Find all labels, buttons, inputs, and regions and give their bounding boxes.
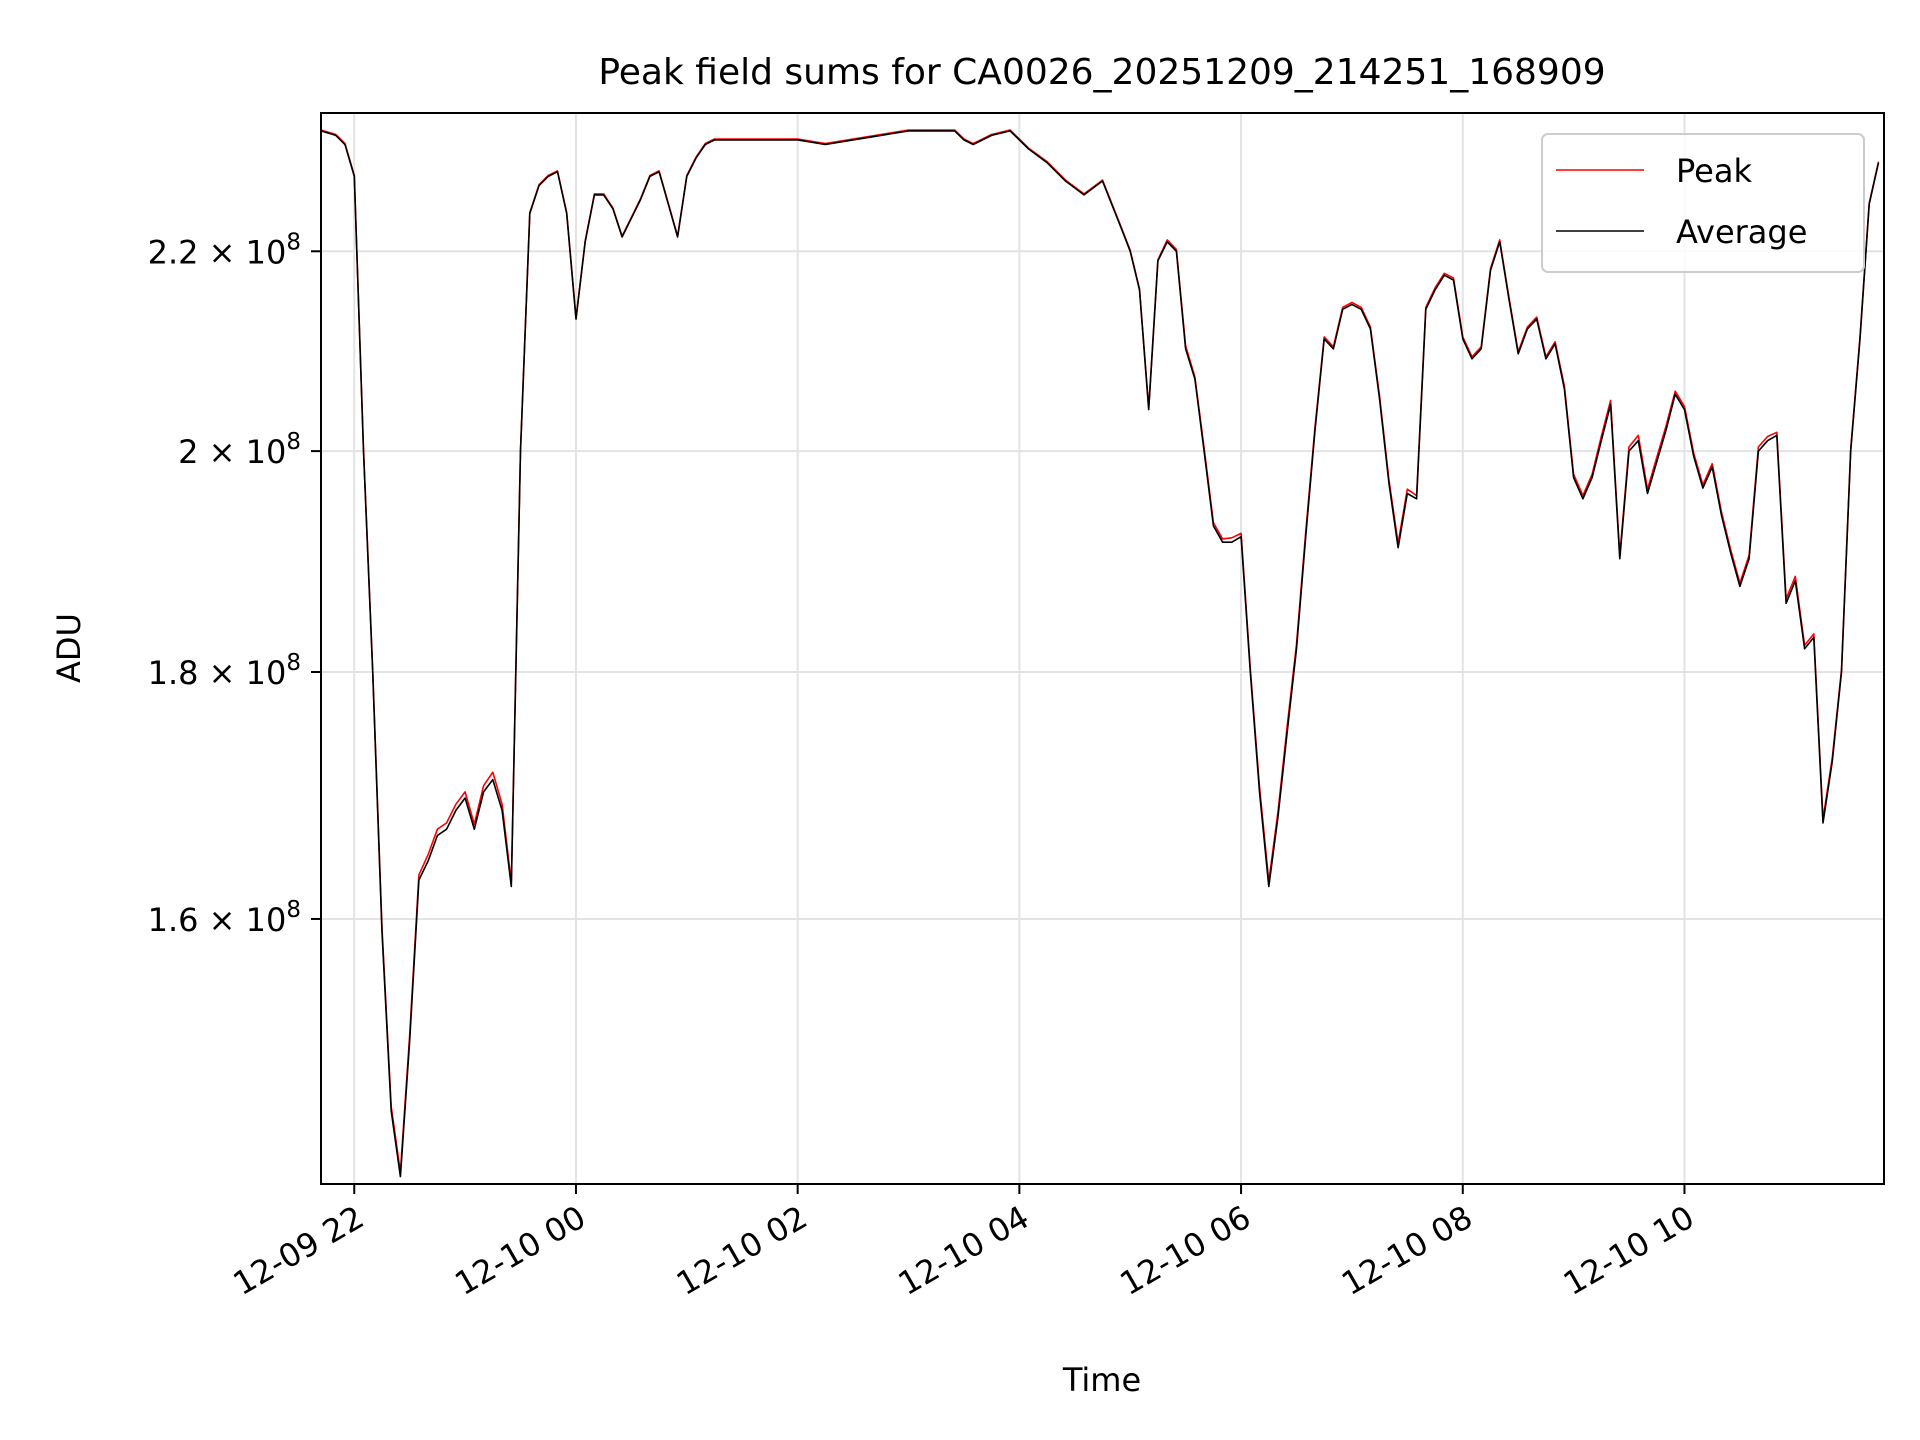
legend: Peak Average xyxy=(1541,133,1865,273)
y-tick-mantissa: 2.2 × 10 xyxy=(148,233,287,271)
y-tick-mantissa: 2 × 10 xyxy=(178,433,286,471)
y-tick-exponent: 8 xyxy=(286,229,301,255)
legend-box xyxy=(1541,133,1865,273)
y-tick-exponent: 8 xyxy=(286,429,301,455)
chart-title: Peak field sums for CA0026_20251209_2142… xyxy=(598,52,1605,93)
plot-lines xyxy=(321,129,1880,1178)
y-tick-label: 2.2 × 108 xyxy=(148,229,301,271)
grid xyxy=(321,113,1884,1184)
y-tick-exponent: 8 xyxy=(286,897,301,923)
legend-average-label: Average xyxy=(1676,213,1807,251)
plot-frame xyxy=(320,112,1885,1185)
y-axis-label: ADU xyxy=(50,613,88,683)
y-tick-label: 1.8 × 108 xyxy=(148,650,301,692)
y-tick-label: 2 × 108 xyxy=(178,429,301,471)
y-tick-mantissa: 1.8 × 10 xyxy=(148,654,287,692)
legend-peak-label: Peak xyxy=(1676,152,1752,190)
series-line-average xyxy=(321,130,1880,1178)
y-tick-mantissa: 1.6 × 10 xyxy=(148,901,287,939)
y-tick-label: 1.6 × 108 xyxy=(148,897,301,939)
x-axis-label: Time xyxy=(1062,1361,1141,1399)
y-tick-exponent: 8 xyxy=(286,650,301,676)
